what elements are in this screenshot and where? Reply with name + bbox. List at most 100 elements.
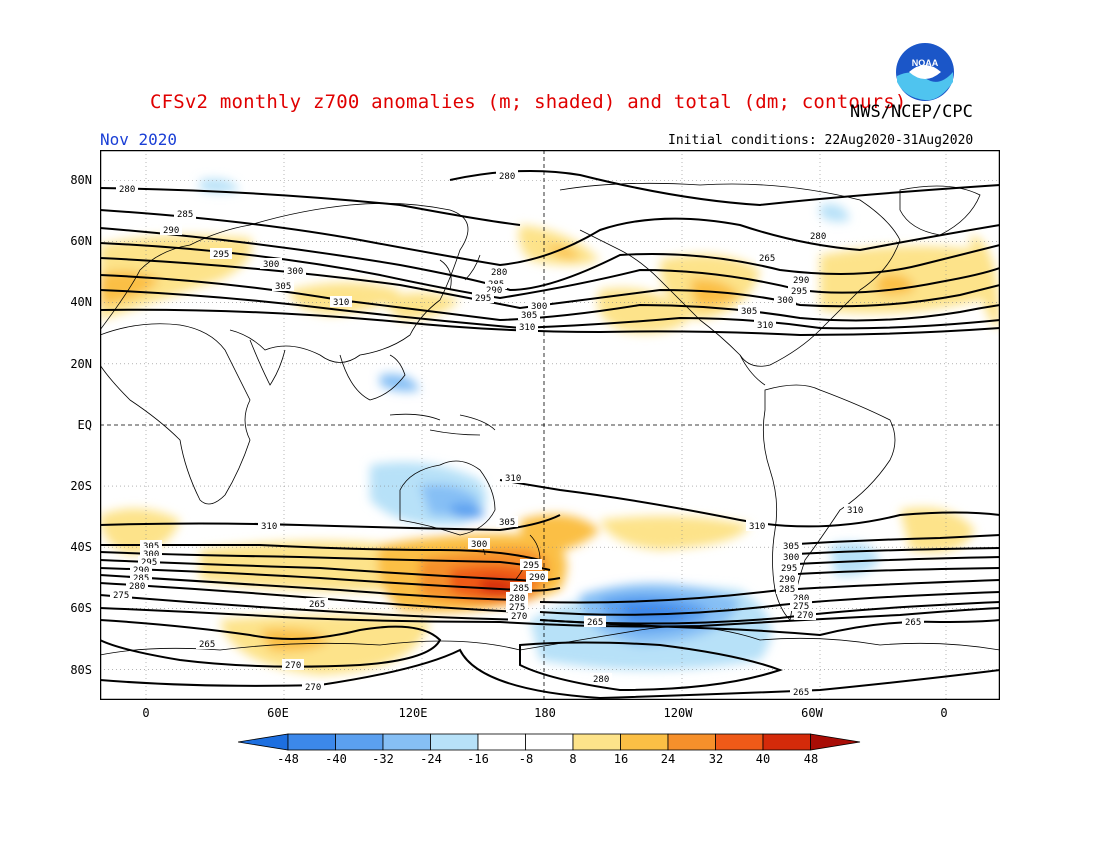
colorbar-label: 8 <box>569 752 577 766</box>
svg-text:305: 305 <box>143 542 159 552</box>
svg-text:290: 290 <box>133 566 149 576</box>
svg-text:290: 290 <box>163 226 179 236</box>
svg-text:265: 265 <box>309 600 325 610</box>
colorbar-swatch <box>382 733 431 751</box>
geopotential-contours <box>100 170 1000 700</box>
contour-label: 280 <box>116 183 138 195</box>
svg-text:290: 290 <box>529 573 545 583</box>
svg-text:300: 300 <box>531 302 547 312</box>
contour-label: 300 <box>528 300 550 312</box>
contour-label: 305 <box>518 309 540 321</box>
svg-text:265: 265 <box>793 688 809 698</box>
contour-label: 310 <box>746 520 768 532</box>
lat-label: 60N <box>70 234 92 248</box>
svg-text:305: 305 <box>741 307 757 317</box>
colorbar-label: 24 <box>660 752 676 766</box>
contour-label: 305 <box>738 305 760 317</box>
contour-label: 300 <box>468 538 490 550</box>
agency-label: NWS/NCEP/CPC <box>850 102 973 122</box>
lon-label: 0 <box>940 706 948 720</box>
contour-label: 280 <box>126 580 148 592</box>
contour-label: 305 <box>140 540 162 552</box>
svg-text:305: 305 <box>783 542 799 552</box>
colorbar-swatch <box>238 733 289 751</box>
svg-text:275: 275 <box>509 603 525 613</box>
contour-label-group: 280 280 280 280 285 285 290 290 290 295 … <box>110 170 924 698</box>
svg-text:310: 310 <box>749 522 765 532</box>
svg-text:310: 310 <box>847 506 863 516</box>
contour-label: 285 <box>776 583 798 595</box>
contour-label: 270 <box>282 659 304 671</box>
svg-text:280: 280 <box>499 172 515 182</box>
contour-label: 285 <box>130 572 152 584</box>
contour-label: 280 <box>807 230 829 242</box>
contour-label: 310 <box>258 520 280 532</box>
svg-text:310: 310 <box>519 323 535 333</box>
contour-label: 310 <box>330 296 352 308</box>
svg-text:305: 305 <box>521 311 537 321</box>
lat-label: 20S <box>70 479 92 493</box>
svg-text:300: 300 <box>263 260 279 270</box>
svg-text:285: 285 <box>177 210 193 220</box>
contour-label: 265 <box>756 252 778 264</box>
lon-label: 120W <box>663 706 693 720</box>
colorbar-swatch <box>667 733 716 751</box>
contour-label: 295 <box>778 562 800 574</box>
colorbar-label: -16 <box>467 752 489 766</box>
contour-label: 290 <box>526 571 548 583</box>
colorbar-swatch <box>572 733 621 751</box>
contour-label: 280 <box>790 592 812 604</box>
svg-text:310: 310 <box>333 298 349 308</box>
initial-conditions-label: Initial conditions: 22Aug2020-31Aug2020 <box>668 133 974 148</box>
svg-text:265: 265 <box>587 618 603 628</box>
svg-text:300: 300 <box>143 550 159 560</box>
svg-text:300: 300 <box>287 267 303 277</box>
colorbar-label: -40 <box>325 752 347 766</box>
contour-label: 270 <box>302 681 324 693</box>
svg-text:280: 280 <box>509 594 525 604</box>
svg-text:265: 265 <box>759 254 775 264</box>
lon-label: 60E <box>267 706 289 720</box>
chart-title: CFSv2 monthly z700 anomalies (m; shaded)… <box>150 91 907 113</box>
month-label: Nov 2020 <box>100 130 178 149</box>
svg-text:285: 285 <box>779 585 795 595</box>
contour-label: 310 <box>754 319 776 331</box>
contour-label: 270 <box>794 609 816 621</box>
lon-label: 60W <box>801 706 823 720</box>
contour-label: 310 <box>502 472 524 484</box>
lat-label: 20N <box>70 357 92 371</box>
contour-label: 265 <box>584 616 606 628</box>
colorbar-label: 16 <box>613 752 629 766</box>
contour-label: 290 <box>790 274 812 286</box>
svg-text:295: 295 <box>791 287 807 297</box>
lat-label: 80N <box>70 173 92 187</box>
svg-text:300: 300 <box>471 540 487 550</box>
contour-label: 300 <box>284 265 306 277</box>
svg-text:295: 295 <box>523 561 539 571</box>
lat-label: EQ <box>77 418 92 432</box>
svg-text:305: 305 <box>275 282 291 292</box>
colorbar-label: -24 <box>420 752 442 766</box>
contour-label: 280 <box>590 673 612 685</box>
svg-text:290: 290 <box>779 575 795 585</box>
contour-label: 295 <box>520 559 542 571</box>
lon-label: 120E <box>398 706 428 720</box>
contour-label: 290 <box>160 224 182 236</box>
colorbar-swatch <box>477 733 526 751</box>
lon-label: 0 <box>142 706 150 720</box>
svg-text:310: 310 <box>261 522 277 532</box>
contour-label: 305 <box>272 280 294 292</box>
svg-text:300: 300 <box>777 296 793 306</box>
contour-label: 265 <box>196 638 218 650</box>
contour-label: 300 <box>260 258 282 270</box>
svg-text:280: 280 <box>810 232 826 242</box>
contour-label: 265 <box>790 686 812 698</box>
svg-text:280: 280 <box>793 594 809 604</box>
contour-label: 300 <box>774 294 796 306</box>
svg-text:295: 295 <box>475 294 491 304</box>
svg-text:265: 265 <box>905 618 921 628</box>
svg-text:270: 270 <box>511 612 527 622</box>
svg-text:310: 310 <box>505 474 521 484</box>
lat-label: 40S <box>70 540 92 554</box>
colorbar-label: -8 <box>518 752 534 766</box>
